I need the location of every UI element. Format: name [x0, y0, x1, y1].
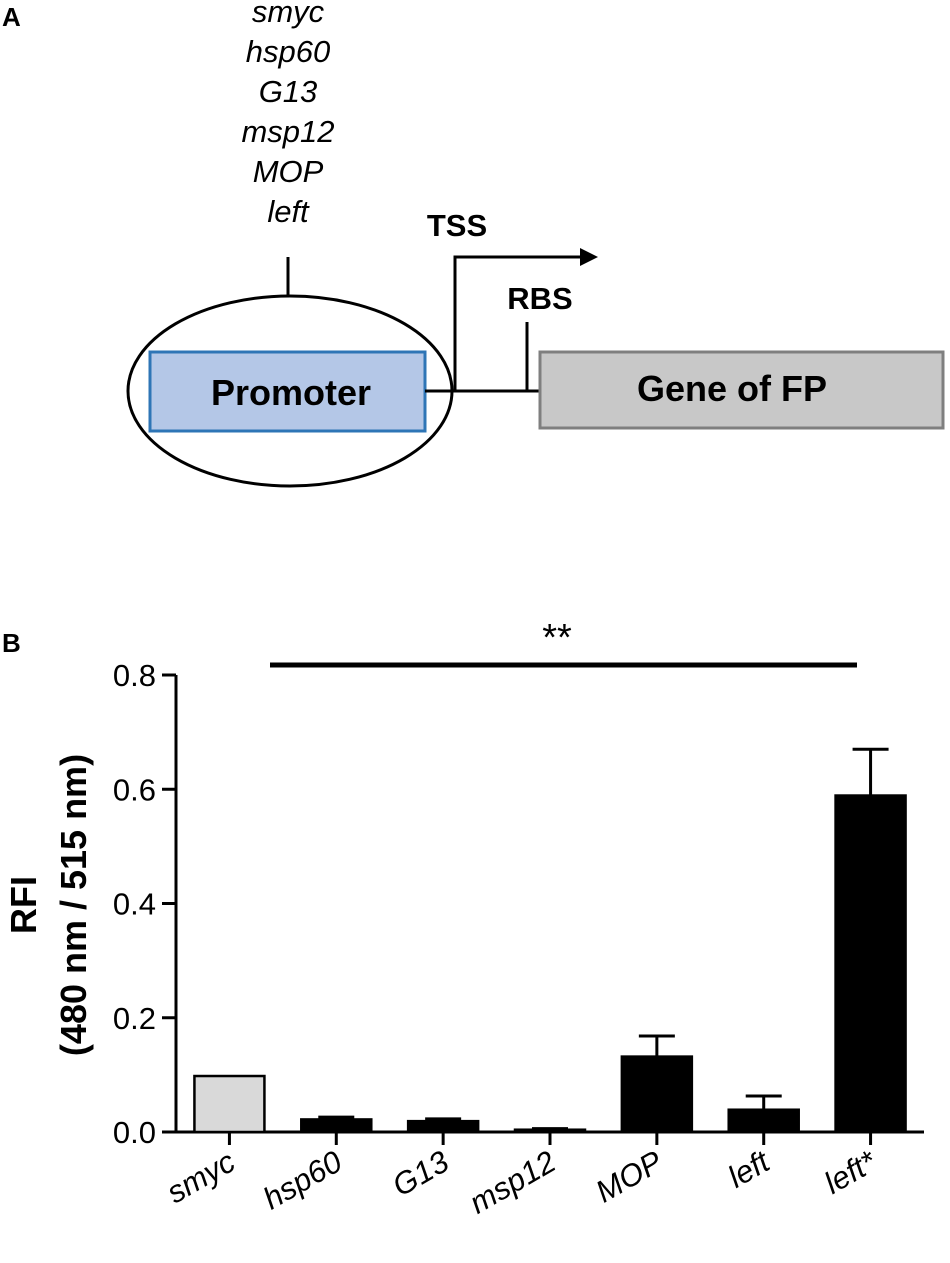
- promoter-item-hsp60: hsp60: [246, 34, 330, 69]
- bar-left: [727, 1108, 800, 1134]
- promoter-item-left: left: [267, 194, 310, 229]
- tss-arrow-line: [453, 255, 580, 391]
- bar-msp12: [513, 1128, 587, 1134]
- y-tick-label: 0.4: [113, 887, 156, 922]
- y-axis-title-line1: RFI: [3, 876, 44, 934]
- x-tick-label: left: [722, 1143, 777, 1195]
- bar-chart-plot: 0.0 0.2 0.4 0.6 0.8 smyc hsp60 G13 msp12 MOP left l…: [113, 658, 924, 1221]
- gene-box: [538, 350, 945, 430]
- promoter-item-mop: MOP: [253, 154, 324, 189]
- x-tick-label: G13: [386, 1144, 454, 1204]
- significance-label: **: [542, 617, 572, 659]
- promoter-list: smyc hsp60 G13 msp12 MOP left: [241, 0, 334, 229]
- promoter-item-g13: G13: [259, 74, 318, 109]
- bar-G13: [406, 1119, 480, 1134]
- promoter-item-smyc: smyc: [252, 0, 325, 29]
- panel-a-letter: A: [2, 2, 21, 32]
- y-tick-label: 0.6: [113, 772, 156, 807]
- gene-box-label: Gene of FP: [637, 368, 827, 409]
- panel-b-letter: B: [2, 628, 21, 658]
- y-tick-label: 0.0: [113, 1115, 156, 1150]
- x-tick-label: hsp60: [257, 1144, 348, 1217]
- bar-hsp60: [300, 1118, 373, 1134]
- promoter-box-label: Promoter: [211, 372, 371, 413]
- x-tick-label: smyc: [161, 1144, 242, 1211]
- rbs-label: RBS: [507, 281, 572, 316]
- x-tick-label: MOP: [590, 1144, 669, 1210]
- y-axis-title-line2: (480 nm / 515 nm): [53, 754, 94, 1056]
- x-tick-label: msp12: [463, 1144, 561, 1221]
- promoter-box: [148, 350, 427, 433]
- tss-label: TSS: [427, 208, 487, 243]
- x-tick-label: left*: [818, 1143, 883, 1200]
- y-tick-label: 0.2: [113, 1001, 156, 1036]
- bar-MOP: [620, 1055, 694, 1134]
- tss-arrowhead-icon: [580, 248, 598, 266]
- bar-smyc: [193, 1074, 266, 1134]
- y-tick-label: 0.8: [113, 658, 156, 693]
- promoter-item-msp12: msp12: [241, 114, 334, 149]
- bar-left-star: [834, 794, 907, 1134]
